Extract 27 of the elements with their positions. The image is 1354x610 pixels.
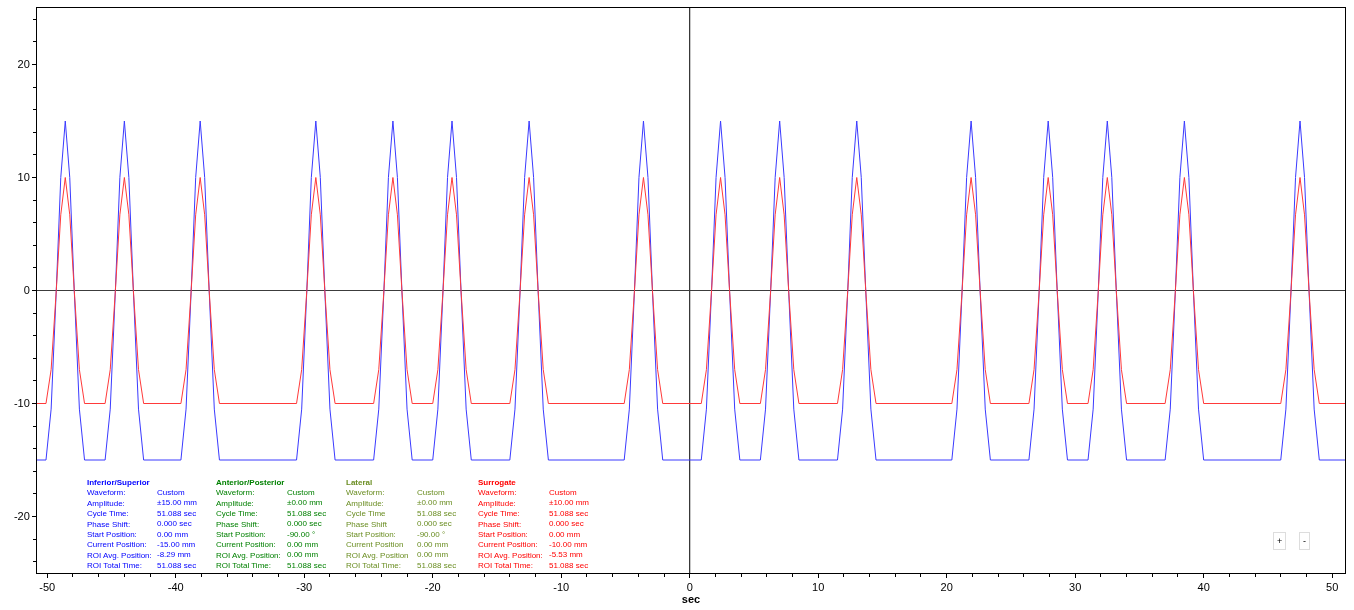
x-tick-label: 30 <box>1069 581 1082 594</box>
text: Anterior/Posterior Waveform: Amplitude: Cycle Time: Phase Shift: Start Position: Current Position: ROI Avg. Position: ROI Total Time: <box>216 478 285 571</box>
x-tick-label: 40 <box>1197 581 1210 594</box>
annotation: Custom ±10.00 mm 51.088 sec 0.000 sec 0.00 mm -10.00 mm -5.53 mm 51.088 sec <box>549 488 590 570</box>
text: Surrogate Waveform: Amplitude: Cycle Time: Phase Shift: Start Position: Current Position: ROI Avg. Position: ROI Total Time: <box>478 478 543 571</box>
x-tick-label: -20 <box>424 581 441 594</box>
x-tick-label: 20 <box>940 581 953 594</box>
x-tick-label: -50 <box>39 581 56 594</box>
text: Lateral Waveform: Amplitude: Cycle Time Phase Shift Start Position: Current Position ROI Avg. Position ROI Total Time: <box>346 478 409 571</box>
y-tick-label: -10 <box>13 397 30 410</box>
annotation: Custom ±0.00 mm 51.088 sec 0.000 sec -90.00 ° 0.00 mm 0.00 mm 51.088 sec <box>287 488 327 570</box>
annotation: Custom ±15.00 mm 51.088 sec 0.000 sec 0.00 mm -15.00 mm -8.29 mm 51.088 sec <box>157 488 198 570</box>
x-tick-label: 10 <box>812 581 825 594</box>
y-tick-label: 10 <box>17 171 30 184</box>
x-tick-label: 0 <box>686 581 693 594</box>
y-tick-label: -20 <box>13 510 30 523</box>
annotation: + <box>1277 536 1283 546</box>
x-tick-label: 50 <box>1326 581 1339 594</box>
y-tick-label: 20 <box>17 58 30 71</box>
annotation: Custom ±0.00 mm 51.088 sec 0.000 sec -90.00 ° 0.00 mm 0.00 mm 51.088 sec <box>417 488 457 570</box>
x-tick-label: -30 <box>296 581 313 594</box>
text: Inferior/Superior Waveform: Amplitude: Cycle Time: Phase Shift: Start Position: Current Position: ROI Avg. Position: ROI Total Time: <box>87 478 152 571</box>
x-tick-label: -40 <box>167 581 184 594</box>
x-axis-title: sec <box>681 593 701 606</box>
x-tick-label: -10 <box>553 581 570 594</box>
y-tick-label: 0 <box>23 284 30 297</box>
annotation: - <box>1303 536 1306 546</box>
